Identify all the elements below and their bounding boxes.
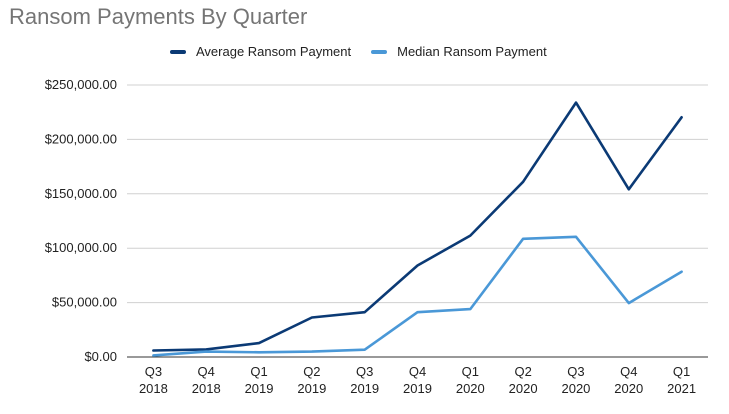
x-tick-label: Q4 [620,364,637,379]
x-tick-label: Q3 [356,364,373,379]
legend-label-average: Average Ransom Payment [196,44,352,59]
x-tick-label: 2018 [139,381,168,396]
x-tick-label: Q3 [567,364,584,379]
x-tick-label: Q3 [145,364,162,379]
x-tick-label: Q1 [250,364,267,379]
y-tick-label: $250,000.00 [45,77,117,92]
y-tick-label: $0.00 [84,349,117,364]
x-tick-label: 2020 [561,381,590,396]
x-tick-label: 2018 [192,381,221,396]
y-tick-label: $50,000.00 [52,295,117,310]
x-tick-label: 2021 [667,381,696,396]
legend-item-median: Median Ransom Payment [371,44,547,59]
x-tick-label: Q1 [462,364,479,379]
y-tick-label: $100,000.00 [45,240,117,255]
y-tick-label: $150,000.00 [45,186,117,201]
legend-swatch-median [371,49,388,54]
x-tick-label: 2019 [403,381,432,396]
y-tick-label: $200,000.00 [45,131,117,146]
series-line-median [152,235,683,357]
x-tick-label: Q4 [409,364,426,379]
legend-label-median: Median Ransom Payment [397,44,547,59]
x-tick-label: 2020 [509,381,538,396]
x-tick-label: 2020 [614,381,643,396]
x-tick-label: Q1 [673,364,690,379]
series-line-average [152,101,683,352]
chart-legend: Average Ransom Payment Median Ransom Pay… [170,44,567,59]
legend-item-average: Average Ransom Payment [170,44,351,59]
x-tick-label: 2019 [297,381,326,396]
x-tick-label: Q2 [303,364,320,379]
chart-title: Ransom Payments By Quarter [9,4,308,29]
x-tick-label: 2019 [350,381,379,396]
x-tick-label: Q4 [198,364,215,379]
legend-swatch-average [170,49,186,54]
x-tick-label: 2020 [456,381,485,396]
x-tick-label: Q2 [514,364,531,379]
x-tick-label: 2019 [245,381,274,396]
